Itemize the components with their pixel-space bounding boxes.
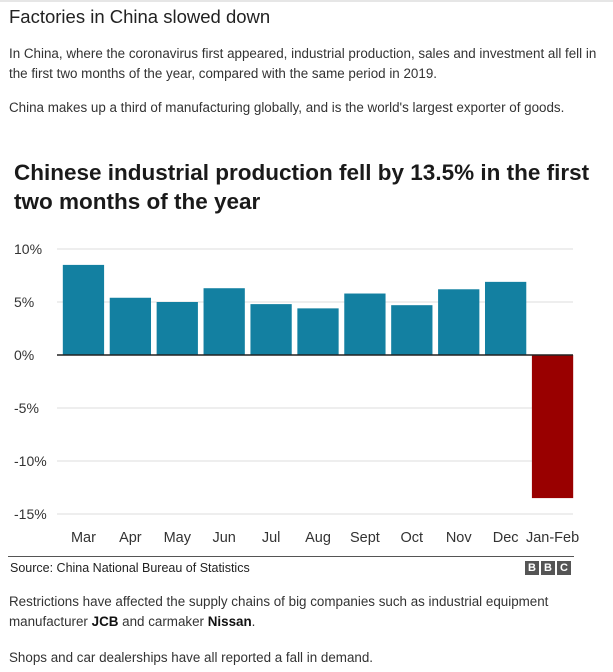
x-tick-label: May	[164, 530, 192, 546]
x-tick-label: Nov	[446, 530, 473, 546]
chart-source: Source: China National Bureau of Statist…	[10, 561, 250, 575]
article-headline: Factories in China slowed down	[9, 6, 271, 27]
bar	[344, 293, 386, 355]
bar	[156, 302, 198, 355]
bar-chart: 10% 5% 0% -5% -10% -15% Mar Apr May Jun Jul Aug Sept…	[14, 241, 579, 546]
bar	[438, 289, 480, 355]
x-tick-label: Sept	[350, 530, 380, 546]
x-tick-label: Dec	[493, 530, 519, 546]
x-tick-label: Apr	[119, 530, 142, 546]
y-tick-label: 5%	[14, 294, 34, 310]
x-tick-label: Jan-Feb	[526, 530, 579, 546]
x-tick-label: Mar	[71, 530, 96, 546]
source-divider	[8, 556, 574, 557]
bar	[109, 297, 152, 355]
chart-title: Chinese industrial production fell by 13…	[14, 160, 590, 214]
x-tick-label: Aug	[305, 530, 331, 546]
y-tick-label: -10%	[14, 453, 47, 469]
top-border	[0, 0, 613, 2]
x-tick-label: Oct	[401, 530, 424, 546]
company-jcb: JCB	[91, 614, 119, 629]
paragraph-supply-chains: Restrictions have affected the supply ch…	[9, 592, 599, 632]
paragraph-manufacturing: China makes up a third of manufacturing …	[9, 100, 565, 115]
bbc-logo-letter: B	[525, 561, 539, 575]
bar	[203, 288, 245, 355]
y-tick-label: 10%	[14, 241, 42, 257]
x-tick-label: Jun	[212, 530, 235, 546]
bbc-logo-letter: C	[557, 561, 571, 575]
bar	[391, 305, 433, 355]
bar	[250, 304, 292, 355]
y-tick-label: -5%	[14, 400, 39, 416]
bar	[484, 281, 527, 355]
paragraph-text: Restrictions have affected the supply ch…	[9, 594, 549, 629]
bbc-logo: B B C	[525, 561, 571, 575]
y-tick-label: 0%	[14, 347, 34, 363]
y-tick-label: -15%	[14, 506, 47, 522]
paragraph-intro: In China, where the coronavirus first ap…	[9, 46, 597, 81]
bar	[531, 355, 574, 499]
x-tick-label: Jul	[262, 530, 281, 546]
company-nissan: Nissan	[207, 614, 252, 629]
paragraph-text: and carmaker	[118, 614, 208, 629]
paragraph-text: .	[251, 614, 256, 629]
paragraph-demand: Shops and car dealerships have all repor…	[9, 650, 374, 665]
bar	[62, 264, 105, 355]
bar	[297, 308, 339, 355]
bbc-logo-letter: B	[541, 561, 555, 575]
